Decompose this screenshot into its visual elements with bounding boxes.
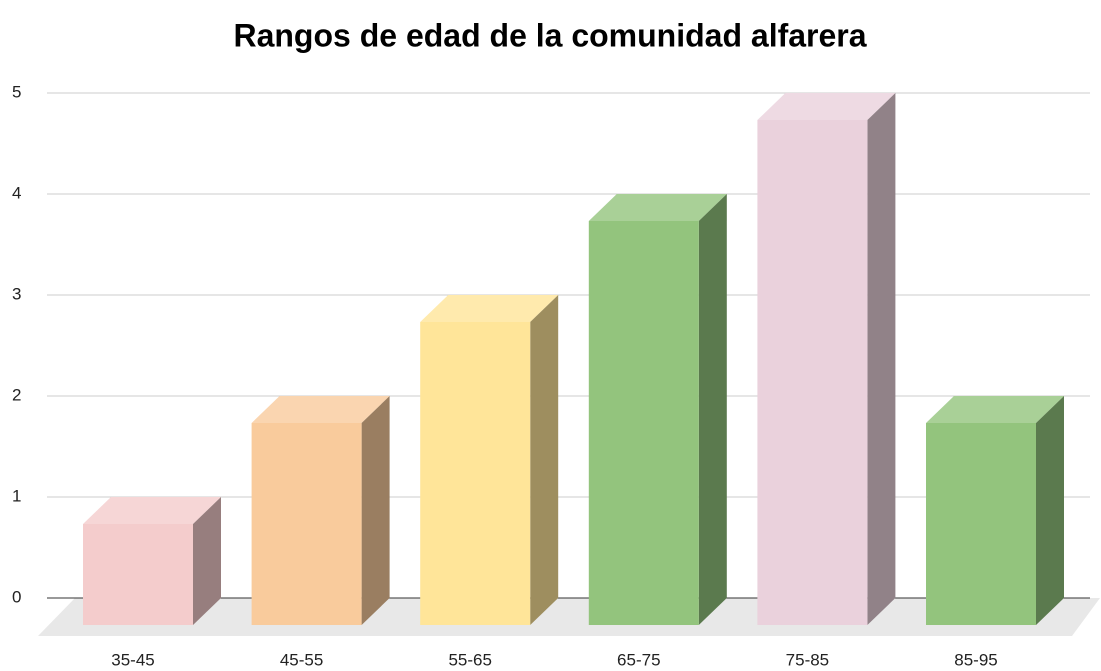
bar: [588, 221, 699, 625]
y-tick-label: 0: [12, 587, 21, 606]
x-tick-label: 65-75: [617, 650, 660, 669]
y-tick-label: 4: [12, 183, 21, 202]
bar-top: [926, 396, 1064, 423]
x-tick-label: 45-55: [280, 650, 323, 669]
bar-top: [251, 396, 390, 423]
x-tick-label: 55-65: [448, 650, 491, 669]
bar-side: [193, 497, 221, 625]
bar-top: [588, 194, 727, 221]
bar: [757, 120, 868, 625]
bar-side: [530, 295, 559, 625]
bar: [251, 423, 362, 625]
chart-title: Rangos de edad de la comunidad alfarera: [233, 17, 866, 53]
bar-side: [698, 194, 727, 625]
y-tick-label: 2: [12, 385, 21, 404]
bar: [83, 524, 193, 625]
x-tick-label: 85-95: [954, 650, 997, 669]
bar-top: [757, 93, 896, 120]
bar: [420, 322, 531, 625]
x-tick-label: 75-85: [786, 650, 829, 669]
y-tick-label: 5: [12, 82, 21, 101]
bar-side: [1036, 396, 1064, 625]
bar-top: [83, 497, 221, 524]
bar-side: [867, 93, 896, 625]
bar: [926, 423, 1036, 625]
bar-top: [420, 295, 559, 322]
x-tick-label: 35-45: [111, 650, 154, 669]
bar-side: [361, 396, 390, 625]
y-tick-label: 1: [12, 486, 21, 505]
y-tick-label: 3: [12, 284, 21, 303]
